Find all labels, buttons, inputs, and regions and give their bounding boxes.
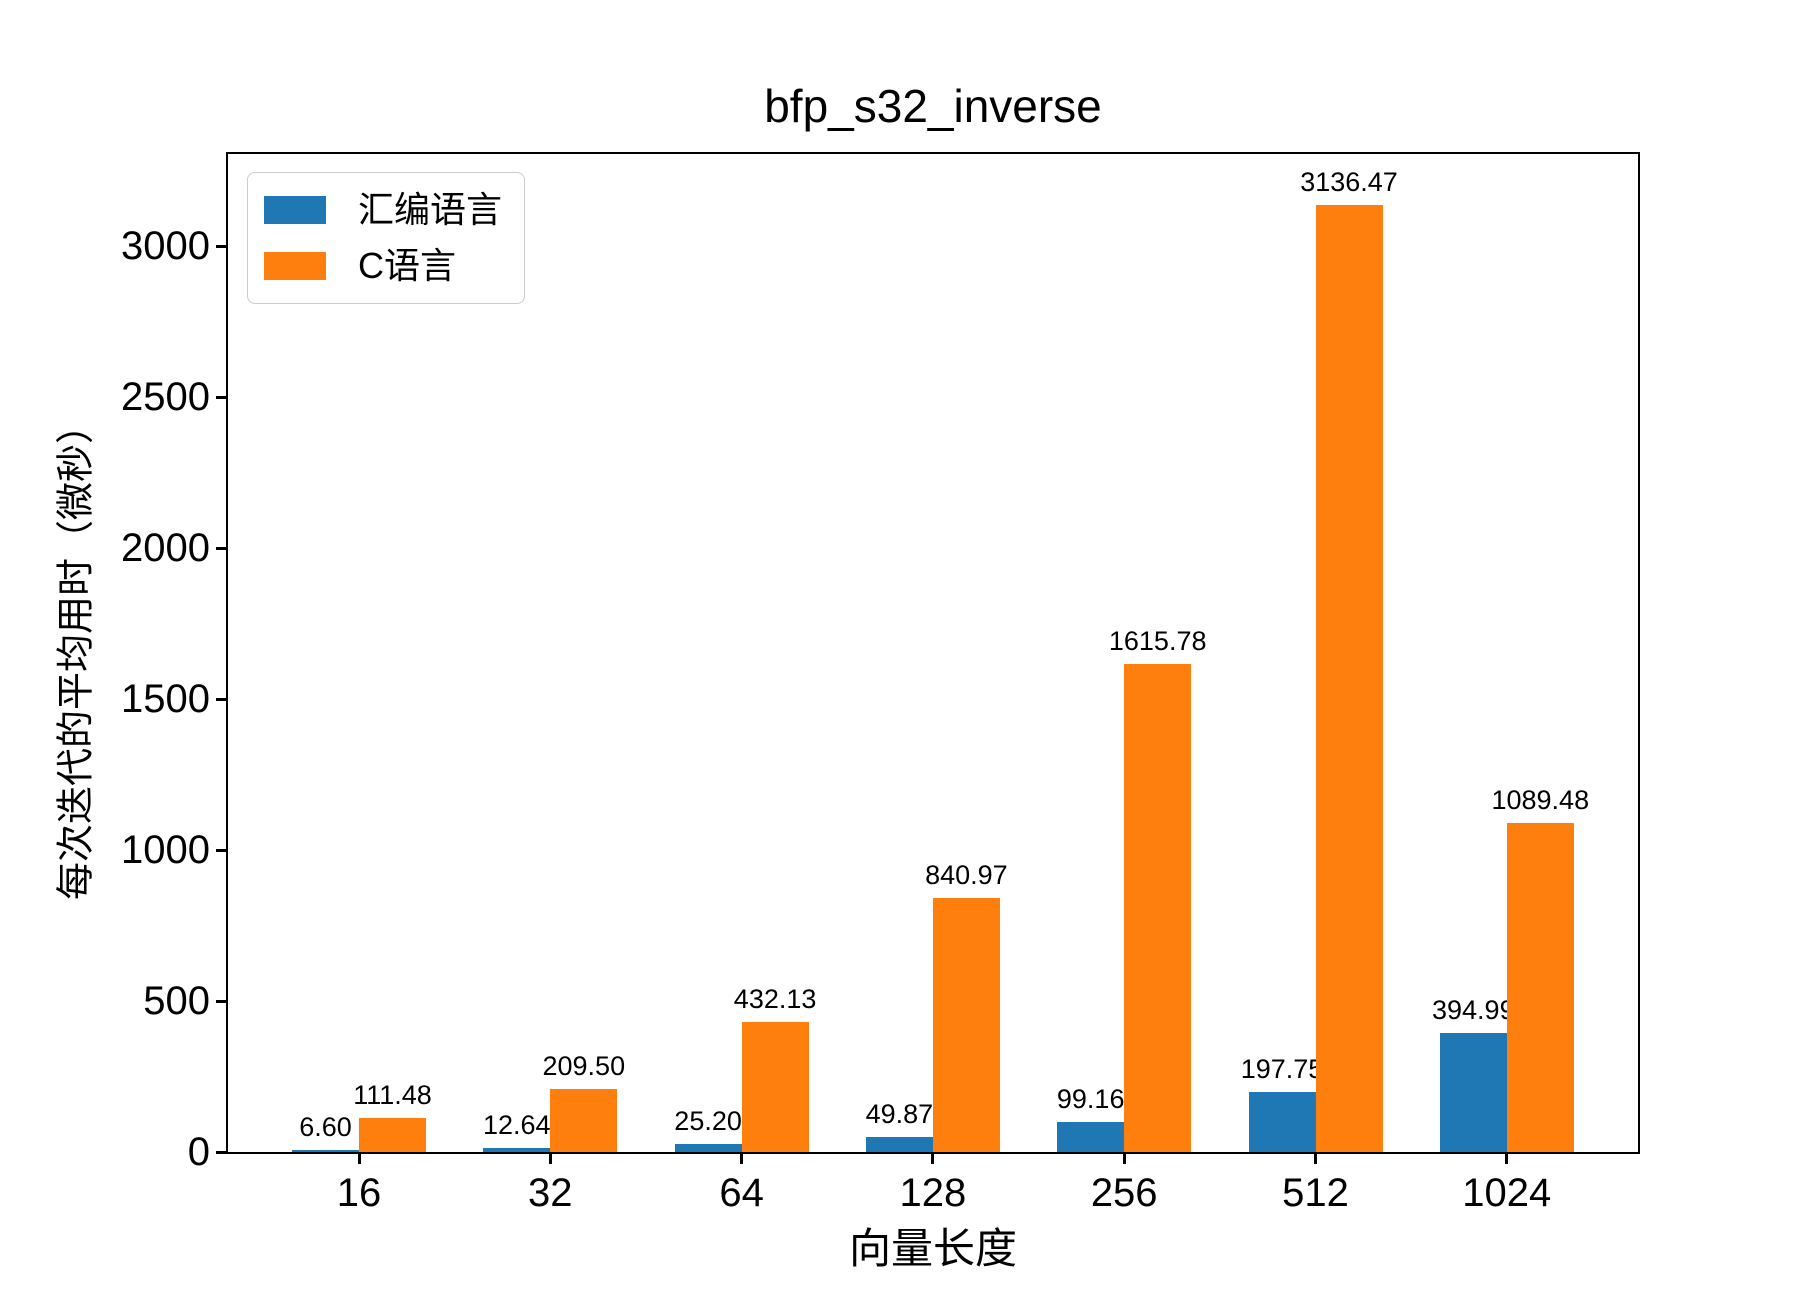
bar-value-label-c-32: 209.50 [542, 1050, 626, 1081]
legend-item-assembly: 汇编语言 [264, 189, 502, 231]
bar-value-label-asm-128: 49.87 [865, 1098, 934, 1129]
x-tick-label: 1024 [1462, 1171, 1552, 1215]
y-tick-label: 1000 [121, 828, 210, 873]
bar-c-64 [741, 1021, 809, 1152]
bar-value-label-c-512: 3136.47 [1300, 166, 1398, 197]
y-tick-label: 2000 [121, 526, 210, 571]
bottom-spine [226, 1152, 1640, 1154]
legend-label-assembly: 汇编语言 [358, 189, 503, 230]
y-tick-label: 1500 [121, 677, 210, 722]
x-tick-label: 32 [528, 1171, 573, 1215]
x-tick-label: 512 [1282, 1171, 1349, 1215]
bar-asm-1024 [1439, 1032, 1507, 1152]
y-tick-mark [216, 697, 228, 701]
bar-value-label-asm-1024: 394.99 [1432, 994, 1515, 1025]
x-tick-mark [931, 1154, 935, 1164]
bar-c-32 [550, 1088, 618, 1152]
legend: 汇编语言 C语言 [247, 172, 526, 304]
bar-value-label-asm-16: 6.60 [299, 1112, 352, 1143]
bar-value-label-c-1024: 1089.48 [1491, 785, 1590, 816]
x-tick-label: 16 [336, 1171, 382, 1215]
x-tick-label: 256 [1090, 1171, 1158, 1215]
y-tick-label: 2500 [121, 375, 210, 420]
bar-c-512 [1315, 204, 1383, 1152]
y-tick-mark [216, 848, 228, 852]
chart-title: bfp_s32_inverse [764, 80, 1102, 132]
x-axis-label: 向量长度 [848, 1225, 1017, 1272]
legend-label-c: C语言 [358, 245, 456, 286]
top-spine [226, 152, 1640, 154]
x-tick-mark [1122, 1154, 1126, 1164]
bar-value-label-asm-512: 197.75 [1240, 1054, 1324, 1085]
y-tick-mark [216, 395, 228, 399]
bar-asm-64 [674, 1144, 742, 1152]
plot-area: 6.60 12.64 25.20 49.87 99.16 197.75 394.99 111.… [228, 154, 1638, 1152]
x-tick-mark [357, 1154, 361, 1164]
y-tick-label: 3000 [121, 224, 210, 269]
legend-swatch-assembly-icon [264, 196, 326, 224]
y-tick-mark [216, 1150, 228, 1154]
y-tick-mark [216, 546, 228, 550]
x-tick-label: 64 [719, 1171, 764, 1215]
bar-asm-128 [865, 1136, 933, 1152]
bar-c-256 [1124, 664, 1192, 1152]
y-tick-label: 0 [187, 1130, 210, 1174]
y-axis-label: 每次迭代的平均用时（微秒） [55, 405, 98, 901]
legend-swatch-c-icon [264, 252, 326, 280]
x-tick-mark [740, 1154, 744, 1164]
bar-value-label-c-64: 432.13 [733, 983, 817, 1014]
y-tick-label: 500 [143, 979, 210, 1024]
y-tick-mark [216, 244, 228, 248]
bar-value-label-c-128: 840.97 [925, 860, 1008, 891]
bar-c-16 [359, 1118, 426, 1152]
left-spine [226, 152, 228, 1154]
x-tick-label: 128 [899, 1171, 967, 1215]
bar-value-label-c-16: 111.48 [353, 1080, 432, 1111]
x-tick-mark [548, 1154, 552, 1164]
bar-asm-32 [483, 1148, 551, 1152]
bar-value-label-asm-256: 99.16 [1056, 1084, 1125, 1115]
right-spine [1638, 152, 1640, 1154]
x-tick-mark [1505, 1154, 1509, 1164]
bar-value-label-asm-32: 12.64 [483, 1110, 551, 1141]
bar-asm-512 [1248, 1092, 1316, 1152]
bar-asm-256 [1057, 1122, 1125, 1152]
bar-value-label-asm-64: 25.20 [674, 1106, 742, 1137]
bar-asm-16 [292, 1150, 359, 1152]
bar-c-128 [932, 898, 1000, 1152]
legend-item-c: C语言 [264, 245, 502, 287]
y-tick-mark [216, 999, 228, 1003]
x-tick-mark [1314, 1154, 1317, 1164]
bar-value-label-c-256: 1615.78 [1108, 626, 1207, 657]
bar-c-1024 [1506, 823, 1574, 1152]
